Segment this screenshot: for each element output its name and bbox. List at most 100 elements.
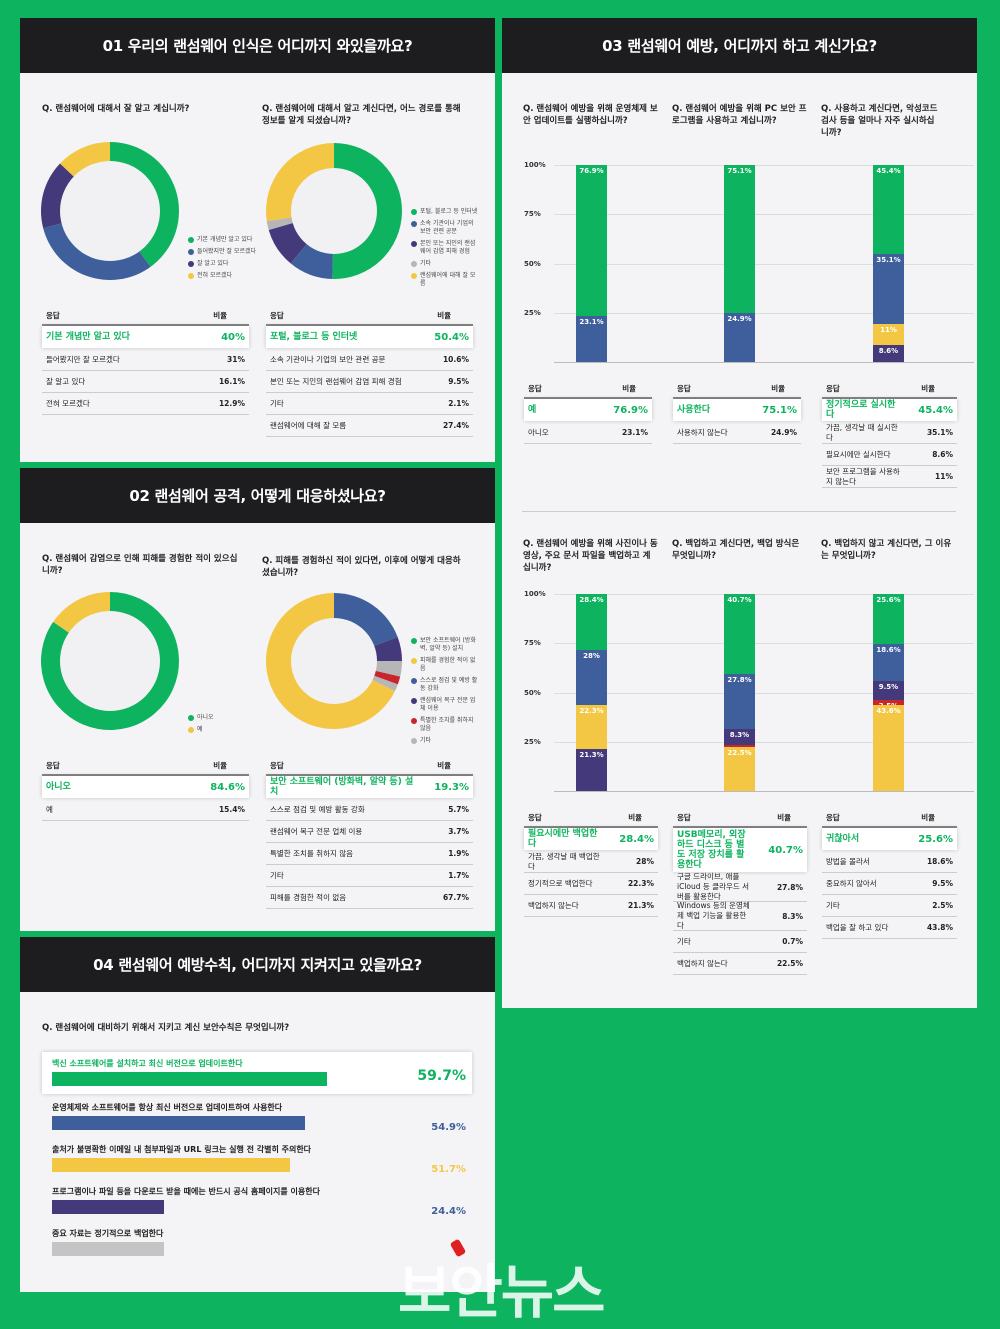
gridline <box>554 312 974 314</box>
cell-ratio: 45.4% <box>918 404 953 416</box>
table-row-highlight: 포털, 블로그 등 인터넷 50.4% <box>266 326 473 348</box>
rule-bar-fill <box>52 1158 290 1172</box>
cell-ratio: 9.5% <box>448 377 469 386</box>
result-table: 응답 비율 예 76.9% 아니오 23.1% <box>524 383 652 444</box>
legend-item: 랜섬웨어 복구 전문 업체 이용 <box>411 697 479 713</box>
gridline <box>554 165 974 166</box>
legend-swatch <box>411 638 417 644</box>
legend-swatch <box>188 261 194 267</box>
col-response: 응답 <box>826 813 840 822</box>
rule-row: 운영체제와 소프트웨어를 항상 최신 버전으로 업데이트하여 사용한다 54.9% <box>52 1098 472 1134</box>
cell-response: 구글 드라이브, 애플 iCloud 등 클라우드 서버를 활용한다 <box>677 872 750 901</box>
bar-data-label: 23.1% <box>579 318 604 327</box>
cell-response: 사용하지 않는다 <box>677 427 728 437</box>
legend-label: 특별한 조치를 취하지 않음 <box>420 717 474 732</box>
legend-item: 예 <box>188 726 258 734</box>
legend-item: 잘 알고 있다 <box>188 260 258 268</box>
cell-response: 기타 <box>826 900 840 910</box>
donut-chart <box>266 143 402 279</box>
table-row: 기타 2.1% <box>266 393 473 415</box>
cell-response: 아니오 <box>528 427 549 437</box>
legend-label: 소속 기관이나 기업의 보안 관련 공문 <box>420 220 474 235</box>
legend-item: 포털, 블로그 등 인터넷 <box>411 208 479 216</box>
cell-ratio: 2.5% <box>932 901 953 910</box>
legend-swatch <box>188 715 194 721</box>
table-header: 응답 비율 <box>42 760 249 776</box>
cell-ratio: 84.6% <box>210 781 245 793</box>
legend-swatch <box>411 221 417 227</box>
result-table: 응답 비율 기본 개념만 알고 있다 40% 들어봤지만 잘 모르겠다 31% 잘 알고 있… <box>42 310 249 415</box>
bar-data-label: 75.1% <box>727 167 752 175</box>
legend-item: 아니오 <box>188 714 258 722</box>
cell-ratio: 40% <box>221 331 245 343</box>
table-row-highlight: 예 76.9% <box>524 399 652 421</box>
cell-response: 기타 <box>270 398 284 408</box>
bar-segment <box>724 312 755 362</box>
col-response: 응답 <box>677 384 691 393</box>
panel-title: 04 랜섬웨어 예방수칙, 어디까지 지켜지고 있을까요? <box>20 937 495 992</box>
table-header: 응답 비율 <box>673 383 801 399</box>
rule-row: 프로그램이나 파일 등을 다운로드 받을 때에는 반드시 공식 홈페이지를 이용… <box>52 1182 472 1218</box>
cell-ratio: 15.4% <box>218 805 245 814</box>
question-text: Q. 사용하고 계신다면, 악성코드 검사 등을 얼마나 자주 실시하십니까? <box>821 104 938 138</box>
cell-ratio: 2.1% <box>448 399 469 408</box>
result-table: 응답 비율 보안 소프트웨어 (방화벽, 알약 등) 설치 19.3% 스스로 점검 및… <box>266 760 473 909</box>
cell-response: 예 <box>46 804 53 814</box>
cell-ratio: 50.4% <box>434 331 469 343</box>
baseline <box>554 791 974 792</box>
table-row: 피해를 경험한 적이 없음 67.7% <box>266 887 473 909</box>
cell-response: 들어봤지만 잘 모르겠다 <box>46 354 120 364</box>
question-text: Q. 랜섬웨어 예방을 위해 사진이나 동영상, 주요 문서 파일을 백업하고 … <box>523 539 658 573</box>
question-text: Q. 랜섬웨어에 대비하기 위해서 지키고 계신 보안수칙은 무엇입니까? <box>42 1023 290 1033</box>
col-response: 응답 <box>528 384 542 393</box>
bar-data-label: 28.4% <box>579 596 604 604</box>
panel-rules: 04 랜섬웨어 예방수칙, 어디까지 지켜지고 있을까요? <box>20 937 495 1292</box>
bar-segment <box>873 699 904 705</box>
table-row: 정기적으로 백업한다 22.3% <box>524 873 658 895</box>
bar-segment <box>724 728 755 746</box>
bar-data-label: 35.1% <box>876 256 901 265</box>
table-row: 구글 드라이브, 애플 iCloud 등 클라우드 서버를 활용한다 27.8% <box>673 872 807 902</box>
cell-response: 기타 <box>270 870 284 880</box>
cell-ratio: 22.3% <box>627 879 654 888</box>
rule-bar-fill <box>52 1200 165 1214</box>
legend-item: 기본 개념만 알고 있다 <box>188 236 258 244</box>
legend-label: 스스로 점검 및 예방 활동 강화 <box>420 677 478 692</box>
cell-response: Windows 등의 운영체제 백업 기능을 활용한다 <box>677 901 750 930</box>
bar-segment <box>576 165 607 317</box>
legend-item: 랜섬웨어에 대해 잘 모름 <box>411 272 479 288</box>
col-ratio: 비율 <box>437 761 451 770</box>
col-ratio: 비율 <box>771 384 785 393</box>
legend-swatch <box>411 738 417 744</box>
bar-segment <box>576 594 607 650</box>
cell-response: 본인 또는 지인의 랜섬웨어 감염 피해 경험 <box>270 376 402 386</box>
col-response: 응답 <box>826 384 840 393</box>
legend-label: 예 <box>197 726 203 733</box>
bar-segment <box>576 649 607 706</box>
table-row: 기타 1.7% <box>266 865 473 887</box>
legend-swatch <box>411 261 417 267</box>
cell-ratio: 22.5% <box>776 959 803 968</box>
bar-data-label: 25.6% <box>876 596 901 604</box>
cell-ratio: 28% <box>636 857 654 866</box>
table-row: 본인 또는 지인의 랜섬웨어 감염 피해 경험 9.5% <box>266 371 473 393</box>
legend-label: 랜섬웨어에 대해 잘 모름 <box>420 272 476 287</box>
legend-swatch <box>188 273 194 279</box>
col-ratio: 비율 <box>921 384 935 393</box>
cell-ratio: 10.6% <box>442 355 469 364</box>
col-response: 응답 <box>677 813 691 822</box>
donut-hole <box>291 618 377 704</box>
bar-data-label: 27.8% <box>727 676 752 685</box>
rule-label: 백신 소프트웨어를 설치하고 최신 버전으로 업데이트한다 <box>52 1059 243 1068</box>
gridline <box>554 741 974 743</box>
cell-ratio: 23.1% <box>621 428 648 437</box>
cell-ratio: 18.6% <box>926 857 953 866</box>
donut-hole <box>60 161 160 261</box>
table-header: 응답 비율 <box>42 310 249 326</box>
cell-response: 백업하지 않는다 <box>528 900 579 910</box>
rule-label: 프로그램이나 파일 등을 다운로드 받을 때에는 반드시 공식 홈페이지를 이용… <box>52 1187 320 1196</box>
cell-ratio: 76.9% <box>613 404 648 416</box>
section-divider <box>522 511 956 512</box>
cell-ratio: 21.3% <box>627 901 654 910</box>
cell-ratio: 28.4% <box>619 833 654 845</box>
